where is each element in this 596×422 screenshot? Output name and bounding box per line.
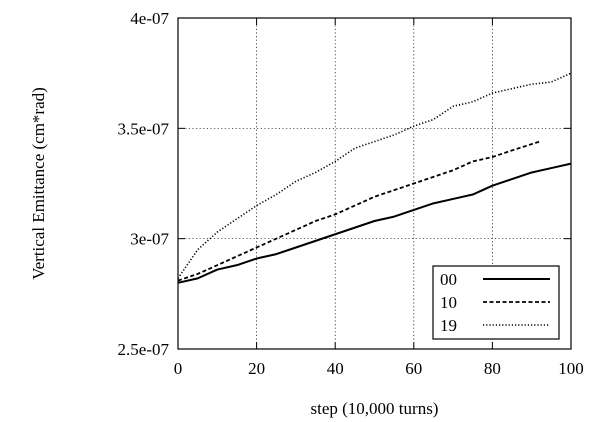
x-tick-label: 80 (484, 359, 501, 378)
y-tick-label: 4e-07 (130, 9, 169, 28)
y-tick-label: 3.5e-07 (118, 119, 170, 138)
axis-ticks: 0 20 40 60 80 100 2.5e-07 3e-07 3.5e-07 4e-07 (118, 9, 584, 378)
legend-label-00: 00 (440, 270, 457, 289)
series-line-10 (177, 140, 540, 282)
legend-items: 00 10 19 (440, 270, 550, 335)
legend-label-10: 10 (440, 293, 457, 312)
legend-label-19: 19 (440, 316, 457, 335)
series-line-00 (177, 162, 572, 284)
legend: 00 10 19 (432, 265, 560, 340)
x-tick-label: 0 (174, 359, 183, 378)
x-axis-label: step (10,000 turns) (311, 399, 439, 418)
y-axis-label: Vertical Emittance (cm*rad) (29, 87, 48, 280)
x-tick-label: 20 (248, 359, 265, 378)
series-line-19 (177, 72, 572, 279)
y-tick-label: 3e-07 (130, 230, 169, 249)
x-tick-label: 60 (405, 359, 422, 378)
grid (178, 18, 571, 349)
series-lines (177, 72, 572, 284)
x-tick-label: 40 (327, 359, 344, 378)
x-tick-label: 100 (558, 359, 584, 378)
plot-frame (177, 17, 572, 350)
y-tick-label: 2.5e-07 (118, 340, 170, 359)
